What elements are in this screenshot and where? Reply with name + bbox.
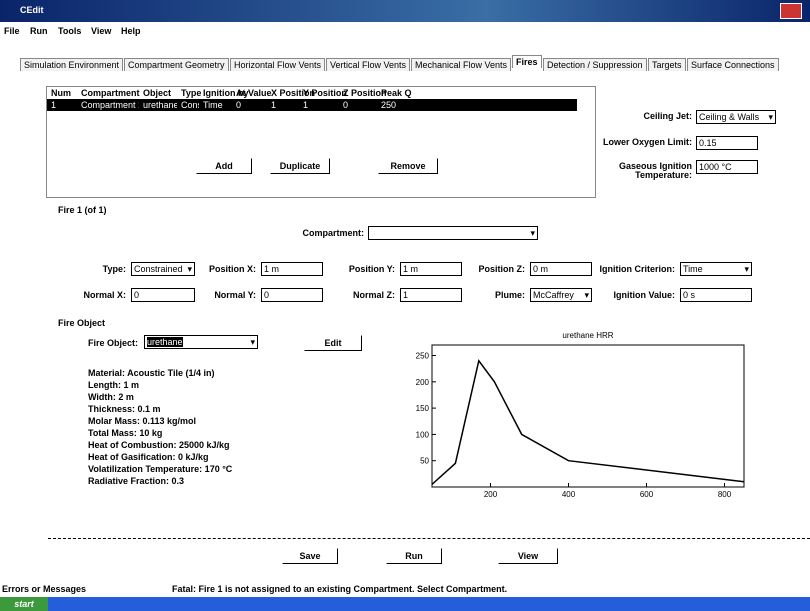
tab[interactable]: Detection / Suppression xyxy=(543,58,647,71)
fire-object-value: urethane xyxy=(147,337,183,347)
run-button[interactable]: Run xyxy=(386,548,442,564)
setting-label: Ceiling Jet: xyxy=(588,112,692,121)
y-tick-label: 150 xyxy=(416,404,430,413)
field-label: Plume: xyxy=(437,290,525,300)
field-label: Position X: xyxy=(168,264,256,274)
tab[interactable]: Compartment Geometry xyxy=(124,58,229,71)
menu-item[interactable]: Run xyxy=(30,26,48,36)
column-header: At Value xyxy=(236,88,272,98)
duplicate-button[interactable]: Duplicate xyxy=(270,158,330,174)
column-header: Compartment xyxy=(81,88,140,98)
start-button[interactable]: start xyxy=(0,597,48,611)
cell: 0 xyxy=(236,99,241,111)
field-value[interactable]: Time xyxy=(680,262,752,276)
field-value[interactable]: 0 m xyxy=(530,262,592,276)
menu-item[interactable]: Tools xyxy=(58,26,81,36)
column-header: Z Position xyxy=(343,88,387,98)
plot-area xyxy=(432,345,744,487)
property: Radiative Fraction: 0.3 xyxy=(88,476,184,486)
tab[interactable]: Horizontal Flow Vents xyxy=(230,58,325,71)
setting-label: Gaseous Ignition Temperature: xyxy=(588,162,692,180)
property: Thickness: 0.1 m xyxy=(88,404,161,414)
x-tick-label: 800 xyxy=(718,490,732,499)
title-bar: CEdit xyxy=(0,0,810,22)
property: Volatilization Temperature: 170 °C xyxy=(88,464,232,474)
setting-value[interactable]: 1000 °C xyxy=(696,160,758,174)
property: Heat of Gasification: 0 kJ/kg xyxy=(88,452,209,462)
tab[interactable]: Mechanical Flow Vents xyxy=(411,58,511,71)
property: Molar Mass: 0.113 kg/mol xyxy=(88,416,196,426)
property: Heat of Combustion: 25000 kJ/kg xyxy=(88,440,230,450)
field-label: Normal X: xyxy=(38,290,126,300)
x-tick-label: 400 xyxy=(562,490,576,499)
setting-label: Lower Oxygen Limit: xyxy=(588,138,692,147)
cell: Time xyxy=(203,99,223,111)
tab[interactable]: Simulation Environment xyxy=(20,58,123,71)
column-header: Object xyxy=(143,88,171,98)
x-tick-label: 600 xyxy=(640,490,654,499)
column-header: Num xyxy=(51,88,71,98)
y-tick-label: 200 xyxy=(416,378,430,387)
close-button[interactable] xyxy=(780,3,802,19)
property: Length: 1 m xyxy=(88,380,139,390)
setting-value[interactable]: Ceiling & Walls xyxy=(696,110,776,124)
cell: 1 xyxy=(303,99,308,111)
cell: Constrained xyxy=(181,99,199,111)
fire-object-group: Fire Object xyxy=(58,318,105,328)
add-button[interactable]: Add xyxy=(196,158,252,174)
tab[interactable]: Targets xyxy=(648,58,686,71)
menu-item[interactable]: View xyxy=(91,26,111,36)
property: Width: 2 m xyxy=(88,392,134,402)
y-tick-label: 250 xyxy=(416,352,430,361)
tab[interactable]: Fires xyxy=(512,55,542,68)
hrr-chart: urethane HRR 50 100 150 200 250 200 400 600 800 xyxy=(400,330,760,520)
field-value[interactable]: 0 s xyxy=(680,288,752,302)
field-label: Position Z: xyxy=(437,264,525,274)
cell: Compartment 1 xyxy=(81,99,139,111)
property: Material: Acoustic Tile (1/4 in) xyxy=(88,368,215,378)
hrr-line xyxy=(432,361,744,485)
cell: urethane xyxy=(143,99,177,111)
fire-object-select[interactable]: urethane xyxy=(144,335,258,349)
property: Total Mass: 10 kg xyxy=(88,428,162,438)
fire-header: Fire 1 (of 1) xyxy=(58,205,107,215)
menu-item[interactable]: File xyxy=(4,26,20,36)
tab[interactable]: Vertical Flow Vents xyxy=(326,58,410,71)
window-title: CEdit xyxy=(20,5,44,15)
column-header: Type xyxy=(181,88,201,98)
field-value[interactable]: McCaffrey xyxy=(530,288,592,302)
cell: 250 xyxy=(381,99,396,111)
field-label: Type: xyxy=(38,264,126,274)
column-header: Y Position xyxy=(303,88,347,98)
cell: 1 xyxy=(271,99,276,111)
x-tick-label: 200 xyxy=(484,490,498,499)
y-tick-label: 50 xyxy=(420,457,429,466)
separator xyxy=(48,538,810,539)
compartment-label: Compartment: xyxy=(300,228,364,238)
field-label: Normal Y: xyxy=(168,290,256,300)
field-label: Position Y: xyxy=(307,264,395,274)
field-label: Ignition Value: xyxy=(587,290,675,300)
fire-object-label: Fire Object: xyxy=(88,338,138,348)
setting-value[interactable]: 0.15 xyxy=(696,136,758,150)
edit-button[interactable]: Edit xyxy=(304,335,362,351)
page: CEdit NumCompartmentObjectTypeIgnition b… xyxy=(0,0,810,611)
taskbar: start xyxy=(0,597,810,611)
y-tick-label: 100 xyxy=(416,430,430,439)
status-message: Fatal: Fire 1 is not assigned to an exis… xyxy=(172,584,507,594)
column-header: Peak Q xyxy=(381,88,412,98)
chart-title: urethane HRR xyxy=(562,331,613,340)
remove-button[interactable]: Remove xyxy=(378,158,438,174)
save-button[interactable]: Save xyxy=(282,548,338,564)
cell: 0 xyxy=(343,99,348,111)
compartment-select[interactable] xyxy=(368,226,538,240)
status-label: Errors or Messages xyxy=(2,584,86,594)
tab[interactable]: Surface Connections xyxy=(687,58,779,71)
field-label: Normal Z: xyxy=(307,290,395,300)
menu-item[interactable]: Help xyxy=(121,26,141,36)
view-button[interactable]: View xyxy=(498,548,558,564)
cell: 1 xyxy=(51,99,56,111)
field-label: Ignition Criterion: xyxy=(587,264,675,274)
